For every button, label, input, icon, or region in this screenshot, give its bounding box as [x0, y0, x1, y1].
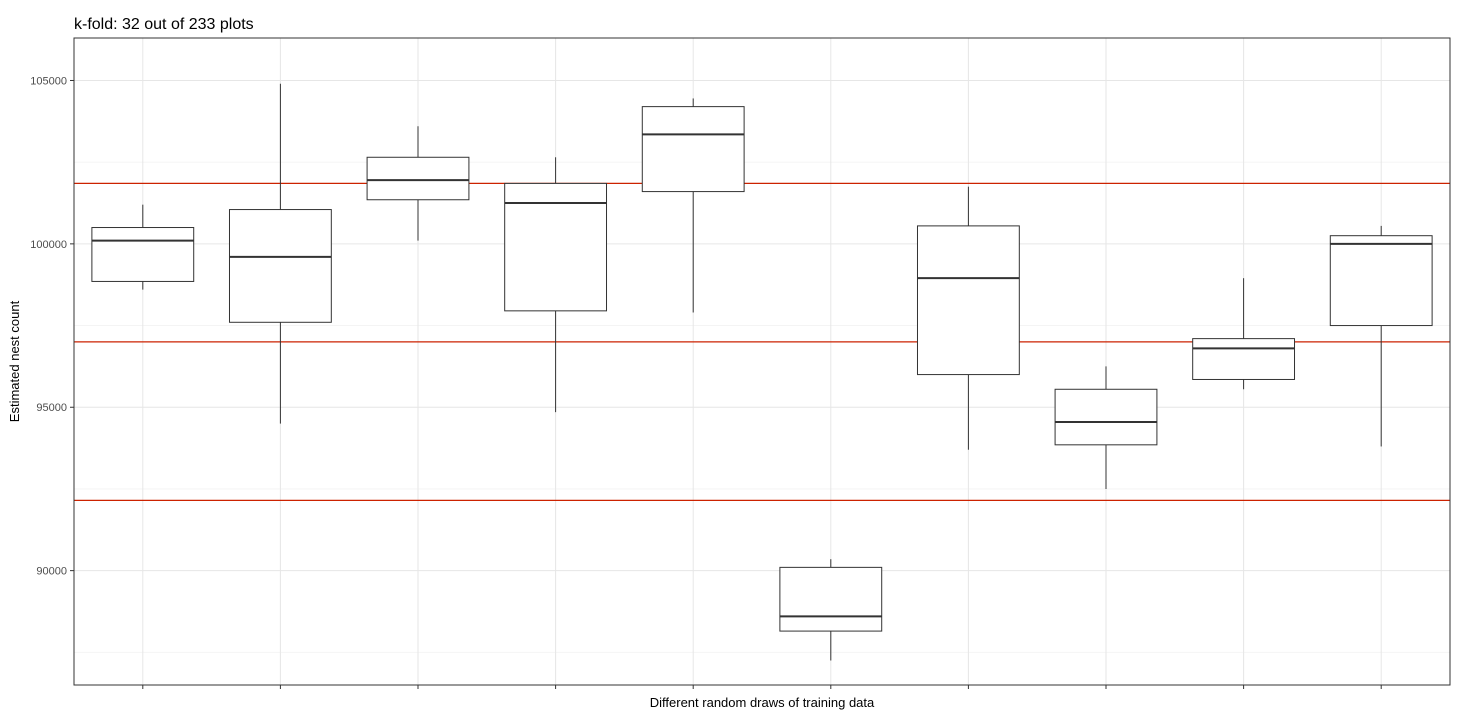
box-iqr — [1329, 235, 1433, 327]
box-iqr — [366, 156, 470, 201]
box-group — [641, 98, 745, 313]
box-iqr — [641, 106, 745, 193]
box-iqr — [1054, 388, 1158, 446]
box-group — [1054, 366, 1158, 489]
box-iqr — [1192, 338, 1296, 380]
y-tick-label: 90000 — [36, 566, 67, 578]
y-tick-label: 100000 — [30, 239, 67, 251]
box-iqr — [779, 566, 883, 632]
box-group — [1329, 225, 1433, 447]
box-group — [779, 559, 883, 661]
box-group — [91, 204, 195, 290]
axes: 90000 95000 100000 105000 — [30, 75, 1382, 689]
chart-title: k-fold: 32 out of 233 plots — [74, 16, 254, 33]
box-group — [366, 126, 470, 241]
box-group — [228, 83, 332, 424]
x-axis-title: Different random draws of training data — [650, 695, 875, 710]
y-tick-label: 105000 — [30, 75, 67, 87]
panel-border — [73, 37, 1451, 686]
box-iqr — [504, 182, 608, 312]
y-axis-title: Estimated nest count — [7, 300, 22, 422]
box-iqr — [916, 225, 1020, 376]
box-group — [504, 157, 608, 413]
box-group — [916, 186, 1020, 450]
y-tick-label: 95000 — [36, 402, 67, 414]
boxes — [91, 83, 1433, 661]
box-iqr — [228, 209, 332, 323]
box-iqr — [91, 227, 195, 282]
box-group — [1192, 278, 1296, 390]
